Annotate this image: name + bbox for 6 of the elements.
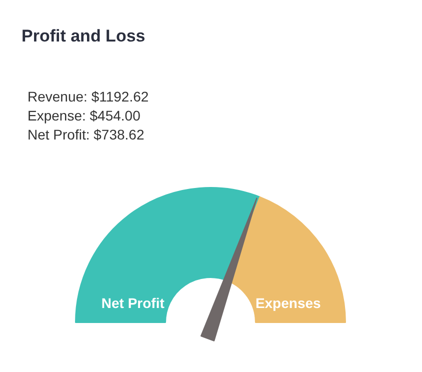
slice-label: Net Profit xyxy=(101,295,165,312)
chart-title: Profit and Loss xyxy=(22,26,146,46)
slice-label: Expenses xyxy=(255,295,322,312)
text: Net Profit: $738.62 xyxy=(28,126,144,142)
text: Expense: $454.00 xyxy=(28,108,141,124)
text: Revenue: $1192.62 xyxy=(28,88,149,104)
